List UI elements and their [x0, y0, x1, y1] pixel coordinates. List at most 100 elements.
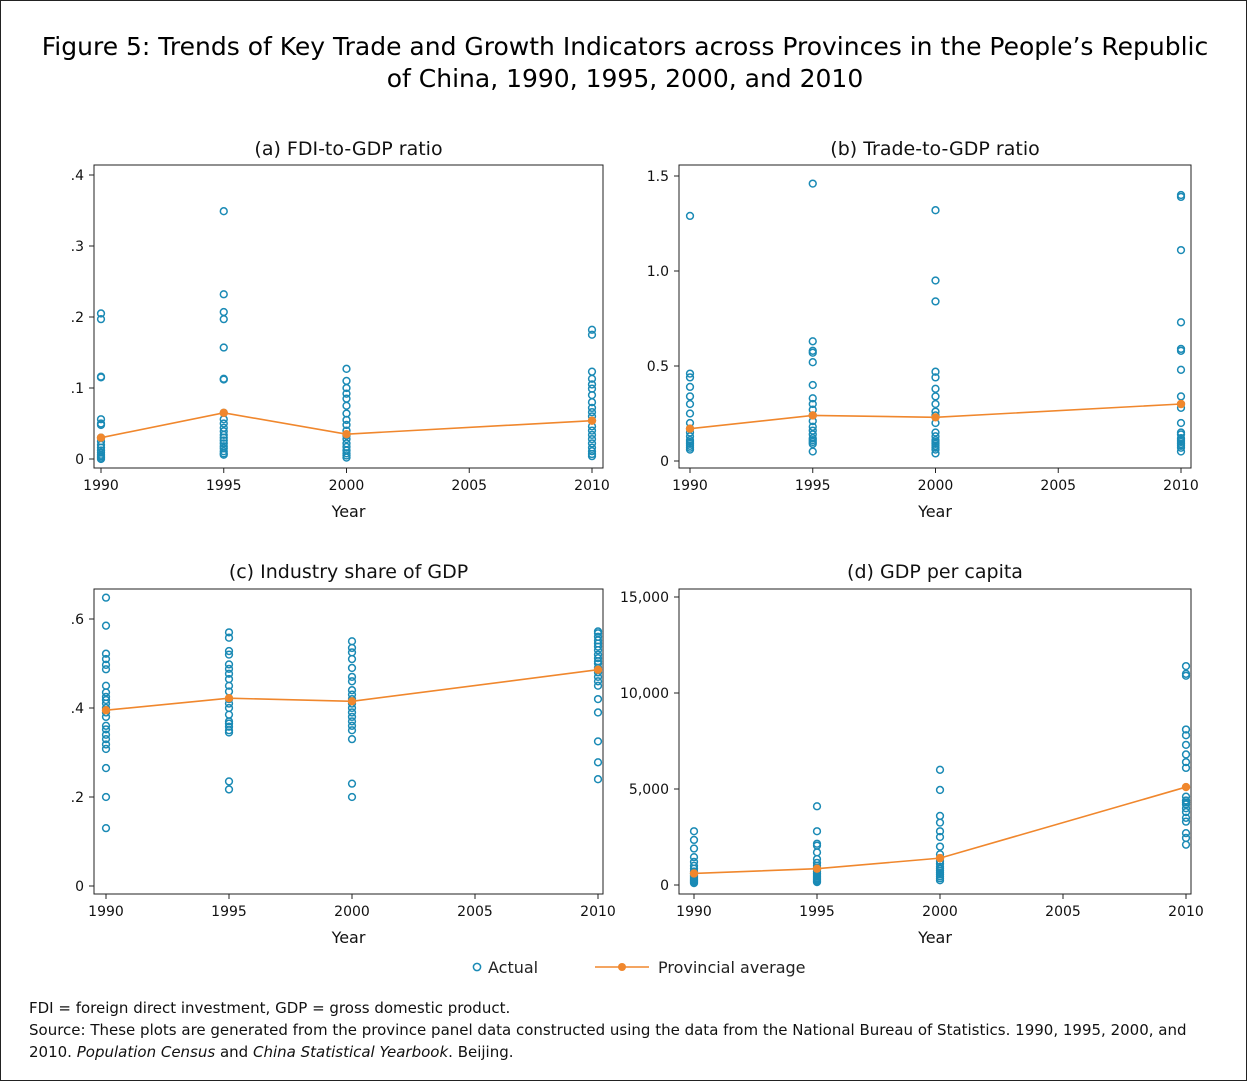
panel-b-actual-point	[931, 373, 940, 382]
abbreviations-note: FDI = foreign direct investment, GDP = g…	[29, 999, 511, 1017]
panel-d-average-point	[689, 869, 699, 878]
panel-c-actual-point	[593, 677, 603, 686]
panel-c-actual-point	[347, 648, 357, 657]
panel-c-actual-point	[593, 708, 603, 717]
panel-a-actual-point	[219, 419, 228, 428]
panel-a-ytick-label: .2	[71, 310, 84, 326]
panel-c-actual-point	[224, 628, 234, 637]
panel-b-actual-point	[808, 358, 817, 367]
panel-a-actual-point	[96, 420, 106, 430]
panel-b-actual-point	[685, 373, 695, 382]
panel-a-actual-point	[587, 374, 597, 383]
panel-c-actual-point	[224, 785, 234, 794]
source-publication-1: Population Census	[76, 1043, 216, 1061]
panel-c-actual-point	[101, 740, 111, 749]
panel-d-xtick-label: 2000	[922, 904, 958, 920]
panel-c-actual-point	[224, 722, 234, 731]
panel-b-actual-point	[808, 399, 817, 409]
panel-a-actual-point	[96, 373, 106, 382]
panel-b-actual-point	[685, 445, 695, 454]
panel-b-actual-point	[1176, 447, 1186, 456]
panel-d-ytick-label: 15,000	[620, 590, 669, 606]
panel-c-average-point	[101, 706, 111, 715]
panel-c-actual-point	[101, 593, 111, 602]
panel-a-actual-point	[587, 430, 597, 440]
figure-title: Figure 5: Trends of Key Trade and Growth…	[41, 32, 1209, 93]
panel-a-actual-point	[587, 434, 597, 444]
panel-c-actual-point	[101, 654, 111, 664]
panel-b-actual-point	[1176, 318, 1186, 327]
panel-b-actual-point	[931, 449, 940, 458]
panel-d-title: (d) GDP per capita	[847, 561, 1023, 583]
panel-d-actual-point	[1181, 763, 1191, 773]
panel-b-actual-point	[931, 428, 940, 437]
panel-a-actual-point	[587, 447, 597, 456]
panel-c-actual-point	[101, 695, 111, 705]
panel-c-actual-point	[101, 688, 111, 697]
source-text: Source: These plots are generated from t…	[29, 1021, 1187, 1061]
panel-b-actual-point	[931, 367, 940, 376]
panel-b-actual-point	[1176, 418, 1186, 428]
panel-a-actual-point	[587, 403, 597, 413]
panel-b-xaxis-title: Year	[917, 502, 952, 521]
panel-d-actual-point	[935, 811, 945, 821]
panel-d-actual-point	[1181, 813, 1191, 822]
panel-c-actual-point	[347, 677, 357, 686]
panel-c-xtick-label: 2005	[457, 904, 493, 920]
panel-c-actual-point	[593, 758, 603, 767]
panel-c-xtick-label: 2000	[334, 904, 370, 920]
panel-b-average-point	[685, 424, 695, 433]
panel-d-actual-point	[1181, 661, 1191, 671]
panel-b-actual-point	[685, 409, 695, 418]
panel-a-actual-point	[219, 290, 228, 299]
panel-d-ytick-label: 5,000	[629, 782, 669, 798]
panel-c-ytick-label: .6	[71, 612, 84, 628]
panel-c-actual-point	[347, 779, 357, 788]
panel-c-actual-point	[101, 721, 111, 730]
panel-d-actual-point	[935, 832, 945, 842]
panel-c-actual-point	[224, 646, 234, 656]
panel-c-actual-point	[101, 681, 111, 690]
panel-b-actual-point	[931, 399, 940, 409]
panel-c-actual-point	[347, 792, 357, 802]
panel-b-actual-point	[808, 380, 817, 390]
panel-d-actual-point	[935, 818, 945, 827]
panel-a-ytick-label: .1	[71, 381, 84, 397]
panel-b-ytick-label: 0	[660, 454, 669, 470]
panel-d-actual-point	[935, 842, 945, 851]
panel-d-xaxis-title: Year	[917, 928, 952, 947]
panel-c-actual-point	[101, 712, 111, 722]
panel-c-actual-point	[224, 728, 234, 737]
panel-c-actual-point	[224, 664, 234, 673]
panel-b-actual-point	[808, 348, 817, 357]
source-publication-2: China Statistical Yearbook	[253, 1043, 449, 1061]
panel-d-actual-point	[1181, 804, 1191, 813]
panel-a-actual-point	[96, 309, 106, 318]
panel-b-plot-frame	[678, 164, 1192, 469]
panel-c-actual-point	[347, 663, 357, 673]
panel-b-xtick-label: 2010	[1163, 478, 1199, 494]
panel-c-actual-point	[224, 710, 234, 719]
panel-b: (b) Trade-to-GDP ratio 0 0.5 1.0 1.5 1990 1995…	[647, 138, 1199, 521]
panel-a-average-point	[342, 429, 351, 439]
panel-a-xtick-label: 2000	[329, 478, 365, 494]
panel-c-actual-point	[347, 643, 357, 653]
panel-d-actual-point	[1181, 757, 1191, 767]
panel-b-actual-point	[1176, 346, 1186, 355]
panel-a-actual-point	[219, 307, 228, 317]
panel-d-average-point	[1181, 782, 1191, 792]
panel-d-actual-point	[1181, 817, 1191, 826]
panel-c-xaxis-title: Year	[331, 928, 366, 947]
panel-c-average-point	[347, 697, 357, 706]
panel-b-actual-point	[808, 422, 817, 431]
panel-b-actual-point	[808, 179, 817, 188]
panel-c-actual-point	[593, 681, 603, 690]
panel-d-actual-point	[1181, 740, 1191, 749]
panel-a-xtick-label: 1995	[206, 478, 242, 494]
panel-c-actual-point	[347, 735, 357, 744]
source-suffix: . Beijing.	[448, 1043, 514, 1061]
panel-a: (a) FDI-to-GDP ratio 0 .1 .2 .3 .4 1990 1995 200…	[71, 138, 610, 521]
panel-b-xtick-label: 2005	[1040, 478, 1076, 494]
panel-c-actual-point	[224, 669, 234, 678]
